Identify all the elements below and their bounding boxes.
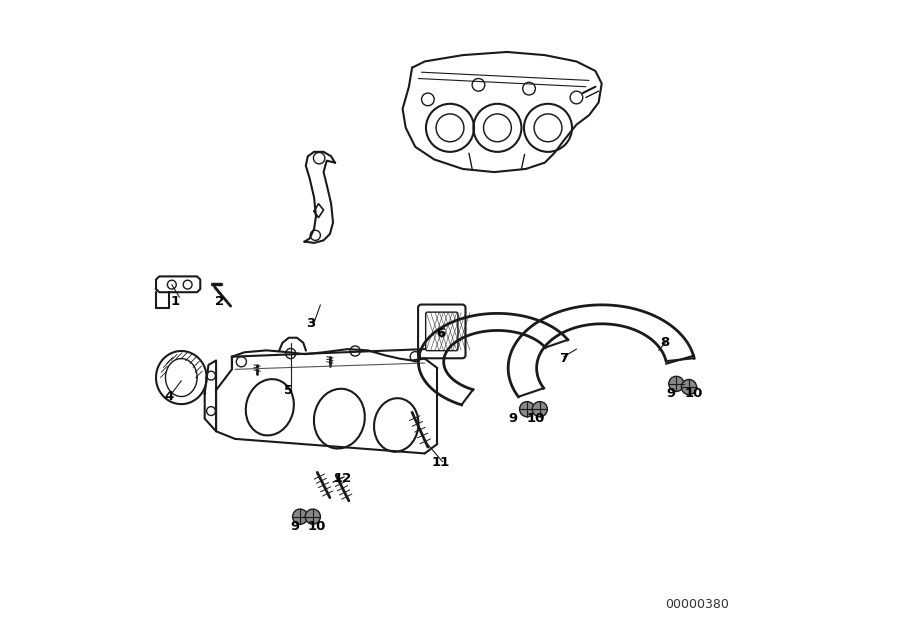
Circle shape — [669, 377, 684, 391]
Text: 00000380: 00000380 — [665, 598, 729, 612]
Text: 3: 3 — [306, 318, 316, 330]
Text: 2: 2 — [215, 295, 224, 308]
Text: 5: 5 — [284, 384, 293, 397]
Circle shape — [532, 401, 547, 417]
Circle shape — [292, 509, 308, 525]
Text: 7: 7 — [559, 352, 569, 365]
Text: 8: 8 — [661, 337, 670, 349]
Text: 9: 9 — [667, 387, 676, 400]
Circle shape — [305, 509, 320, 525]
Text: 10: 10 — [526, 412, 544, 425]
Circle shape — [681, 380, 697, 394]
Text: 11: 11 — [431, 457, 450, 469]
Text: 9: 9 — [291, 519, 300, 533]
Circle shape — [519, 401, 535, 417]
Text: 12: 12 — [333, 472, 352, 485]
Text: 6: 6 — [436, 327, 446, 340]
Text: 4: 4 — [164, 390, 174, 403]
Text: 9: 9 — [508, 412, 518, 425]
Text: 10: 10 — [684, 387, 703, 400]
Text: 1: 1 — [170, 295, 179, 308]
Text: 10: 10 — [308, 519, 327, 533]
